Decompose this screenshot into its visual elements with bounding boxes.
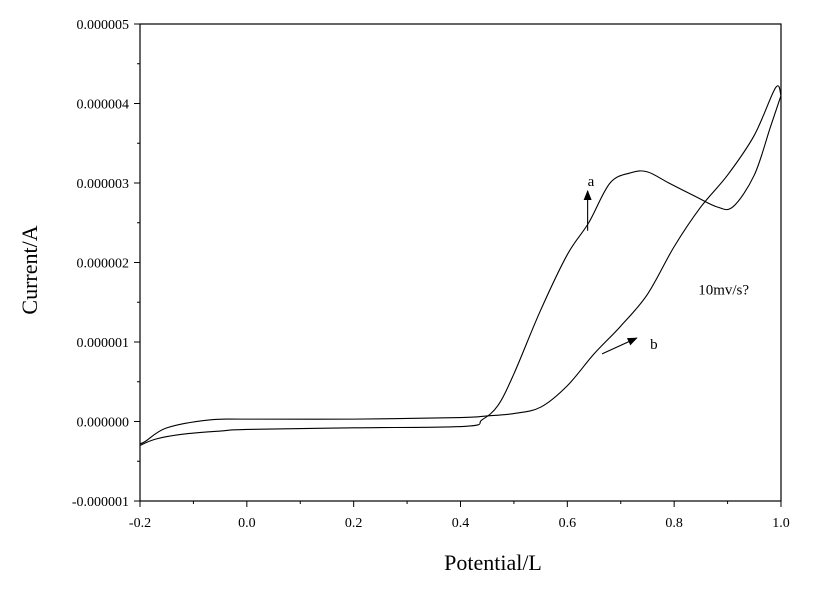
y-tick-label: 0.000001 xyxy=(77,336,130,351)
annotation-layer: a b 10mv/s? xyxy=(583,174,749,355)
x-tick-label: 1.0 xyxy=(772,516,790,531)
y-tick-label: 0.000003 xyxy=(77,177,130,192)
y-axis-ticks: -0.000001 0.000000 0.000001 0.000002 0.00000… xyxy=(72,18,140,510)
y-tick-label: 0.000005 xyxy=(77,18,130,33)
x-tick-label: -0.2 xyxy=(129,516,151,531)
x-tick-label: 0.8 xyxy=(665,516,683,531)
x-tick-label: 0.0 xyxy=(238,516,256,531)
y-tick-label: 0.000002 xyxy=(77,257,130,272)
x-tick-label: 0.4 xyxy=(452,516,470,531)
annotation-label: b xyxy=(650,337,658,353)
x-tick-label: 0.6 xyxy=(559,516,577,531)
y-tick-label: -0.000001 xyxy=(72,495,129,510)
x-axis-ticks: -0.2 0.0 0.2 0.4 0.6 0.8 1.0 xyxy=(129,501,790,531)
series-layer xyxy=(139,85,782,446)
x-axis-title: Potential/L xyxy=(444,550,542,575)
y-tick-label: 0.000000 xyxy=(77,416,130,431)
annotation-label: a xyxy=(588,174,595,190)
series-line-a xyxy=(139,95,782,446)
x-tick-label: 0.2 xyxy=(345,516,363,531)
y-axis-title: Current/A xyxy=(17,225,42,314)
y-tick-label: 0.000004 xyxy=(77,98,130,113)
series-line-b xyxy=(139,85,782,445)
annotation-label: 10mv/s? xyxy=(698,282,749,298)
annotation-arrow-b xyxy=(601,337,638,355)
